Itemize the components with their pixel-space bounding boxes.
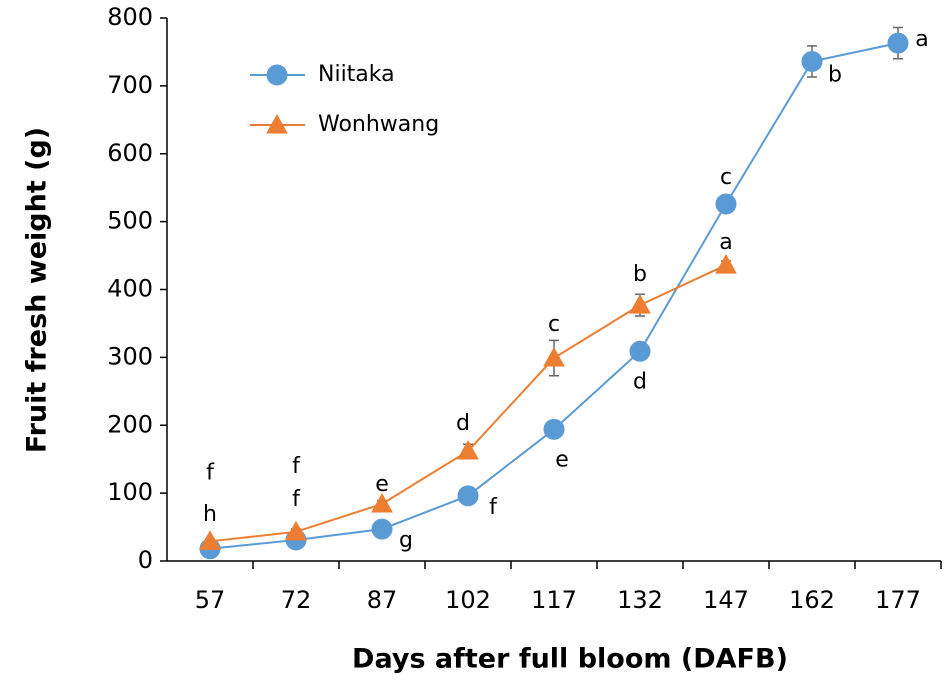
significance-label: f [206, 460, 215, 485]
point [715, 193, 737, 215]
significance-label: f [489, 495, 498, 520]
point [371, 492, 393, 513]
significance-label: f [292, 454, 301, 479]
significance-label: h [203, 502, 217, 527]
significance-label: e [555, 447, 569, 472]
significance-label: c [548, 312, 560, 337]
point [629, 340, 651, 362]
y-tick-label: 800 [107, 3, 153, 31]
legend-marker [266, 64, 288, 86]
legend-marker [266, 113, 288, 134]
significance-label: a [915, 27, 928, 52]
significance-label: b [633, 262, 647, 287]
significance-label: f [292, 487, 301, 512]
legend-label: Wonhwang [318, 112, 439, 137]
significance-label: d [456, 411, 470, 436]
x-tick-label: 57 [195, 586, 226, 614]
y-tick-label: 300 [107, 342, 153, 370]
point [887, 32, 909, 54]
x-tick-label: 72 [281, 586, 312, 614]
point [371, 518, 393, 540]
x-axis-label: Days after full bloom (DAFB) [352, 644, 788, 675]
y-tick-label: 100 [107, 478, 153, 506]
x-tick-label: 117 [531, 586, 577, 614]
point [457, 440, 479, 460]
point [457, 485, 479, 507]
x-tick-label: 102 [445, 586, 491, 614]
x-tick-label: 162 [789, 586, 835, 614]
x-tick-label: 147 [703, 586, 749, 614]
y-tick-label: 500 [107, 207, 153, 235]
x-tick-label: 177 [875, 586, 921, 614]
significance-label: a [719, 230, 732, 255]
x-tick-label: 132 [617, 586, 663, 614]
y-axis-label: Fruit fresh weight (g) [22, 127, 53, 453]
series-line [209, 42, 899, 550]
y-tick-label: 200 [107, 410, 153, 438]
legend-label: Niitaka [318, 62, 395, 87]
x-tick-label: 87 [367, 586, 398, 614]
y-tick-label: 0 [138, 546, 153, 574]
point [285, 520, 307, 541]
point [801, 50, 823, 72]
significance-label: d [633, 369, 647, 394]
significance-label: b [828, 62, 842, 87]
y-tick-label: 700 [107, 71, 153, 99]
point [715, 254, 737, 274]
significance-label: c [720, 165, 732, 190]
y-tick-label: 600 [107, 139, 153, 167]
significance-label: g [399, 528, 413, 553]
y-tick-label: 400 [107, 275, 153, 303]
point [543, 418, 565, 440]
significance-label: e [375, 472, 389, 497]
point [199, 530, 221, 550]
point [543, 347, 565, 367]
point [629, 294, 651, 314]
